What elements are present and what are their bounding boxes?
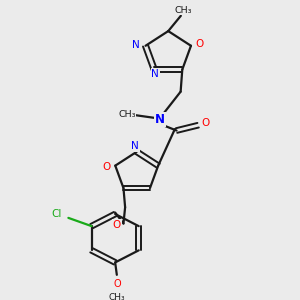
- Text: O: O: [113, 279, 121, 289]
- Text: N: N: [131, 141, 139, 151]
- Text: O: O: [201, 118, 209, 128]
- Text: CH₃: CH₃: [109, 293, 125, 300]
- Text: N: N: [155, 113, 165, 126]
- Text: CH₃: CH₃: [118, 110, 136, 119]
- Text: N: N: [151, 69, 159, 79]
- Text: N: N: [132, 40, 140, 50]
- Text: O: O: [113, 220, 121, 230]
- Text: O: O: [103, 162, 111, 172]
- Text: Cl: Cl: [52, 209, 62, 219]
- Text: O: O: [195, 39, 203, 49]
- Text: CH₃: CH₃: [175, 6, 192, 15]
